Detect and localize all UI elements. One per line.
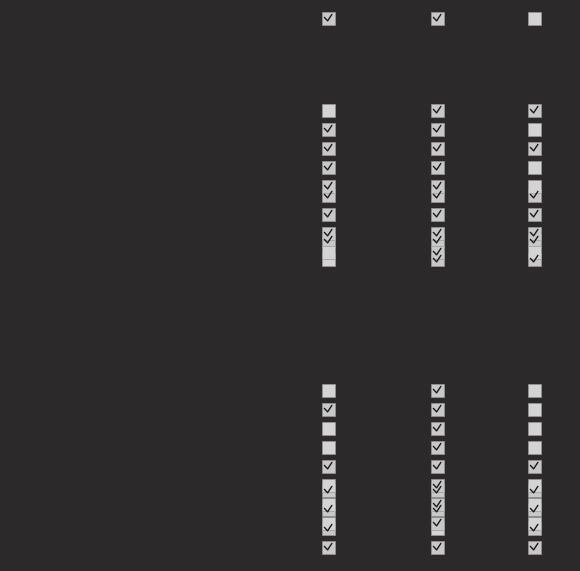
FancyBboxPatch shape [430, 227, 444, 239]
FancyBboxPatch shape [527, 440, 541, 453]
FancyBboxPatch shape [321, 11, 335, 25]
FancyBboxPatch shape [527, 497, 541, 510]
FancyBboxPatch shape [430, 502, 444, 516]
FancyBboxPatch shape [527, 521, 541, 534]
FancyBboxPatch shape [321, 234, 335, 247]
FancyBboxPatch shape [527, 484, 541, 497]
FancyBboxPatch shape [527, 541, 541, 553]
FancyBboxPatch shape [430, 188, 444, 202]
FancyBboxPatch shape [430, 478, 444, 492]
FancyBboxPatch shape [430, 252, 444, 266]
FancyBboxPatch shape [527, 384, 541, 396]
FancyBboxPatch shape [430, 142, 444, 155]
FancyBboxPatch shape [527, 403, 541, 416]
FancyBboxPatch shape [321, 460, 335, 472]
FancyBboxPatch shape [321, 179, 335, 192]
FancyBboxPatch shape [430, 521, 444, 534]
FancyBboxPatch shape [321, 421, 335, 435]
FancyBboxPatch shape [430, 160, 444, 174]
FancyBboxPatch shape [527, 517, 541, 529]
FancyBboxPatch shape [321, 478, 335, 492]
FancyBboxPatch shape [527, 234, 541, 247]
FancyBboxPatch shape [321, 502, 335, 516]
FancyBboxPatch shape [321, 497, 335, 510]
FancyBboxPatch shape [430, 246, 444, 259]
FancyBboxPatch shape [527, 421, 541, 435]
FancyBboxPatch shape [321, 103, 335, 116]
FancyBboxPatch shape [430, 207, 444, 220]
FancyBboxPatch shape [321, 160, 335, 174]
FancyBboxPatch shape [527, 188, 541, 202]
FancyBboxPatch shape [321, 541, 335, 553]
FancyBboxPatch shape [430, 403, 444, 416]
FancyBboxPatch shape [430, 440, 444, 453]
FancyBboxPatch shape [527, 227, 541, 239]
FancyBboxPatch shape [430, 517, 444, 529]
FancyBboxPatch shape [321, 123, 335, 135]
FancyBboxPatch shape [527, 502, 541, 516]
FancyBboxPatch shape [527, 160, 541, 174]
FancyBboxPatch shape [321, 207, 335, 220]
FancyBboxPatch shape [430, 460, 444, 472]
FancyBboxPatch shape [527, 142, 541, 155]
FancyBboxPatch shape [430, 11, 444, 25]
FancyBboxPatch shape [527, 11, 541, 25]
FancyBboxPatch shape [321, 227, 335, 239]
FancyBboxPatch shape [321, 521, 335, 534]
FancyBboxPatch shape [527, 179, 541, 192]
FancyBboxPatch shape [527, 103, 541, 116]
FancyBboxPatch shape [430, 541, 444, 553]
FancyBboxPatch shape [321, 142, 335, 155]
FancyBboxPatch shape [430, 484, 444, 497]
FancyBboxPatch shape [430, 179, 444, 192]
FancyBboxPatch shape [527, 207, 541, 220]
FancyBboxPatch shape [430, 384, 444, 396]
FancyBboxPatch shape [527, 478, 541, 492]
FancyBboxPatch shape [527, 123, 541, 135]
FancyBboxPatch shape [321, 252, 335, 266]
FancyBboxPatch shape [321, 403, 335, 416]
FancyBboxPatch shape [430, 234, 444, 247]
FancyBboxPatch shape [321, 188, 335, 202]
FancyBboxPatch shape [527, 246, 541, 259]
FancyBboxPatch shape [527, 252, 541, 266]
FancyBboxPatch shape [321, 384, 335, 396]
FancyBboxPatch shape [430, 421, 444, 435]
FancyBboxPatch shape [321, 440, 335, 453]
FancyBboxPatch shape [430, 103, 444, 116]
FancyBboxPatch shape [430, 497, 444, 510]
FancyBboxPatch shape [321, 246, 335, 259]
FancyBboxPatch shape [321, 484, 335, 497]
FancyBboxPatch shape [430, 123, 444, 135]
FancyBboxPatch shape [527, 460, 541, 472]
FancyBboxPatch shape [321, 517, 335, 529]
